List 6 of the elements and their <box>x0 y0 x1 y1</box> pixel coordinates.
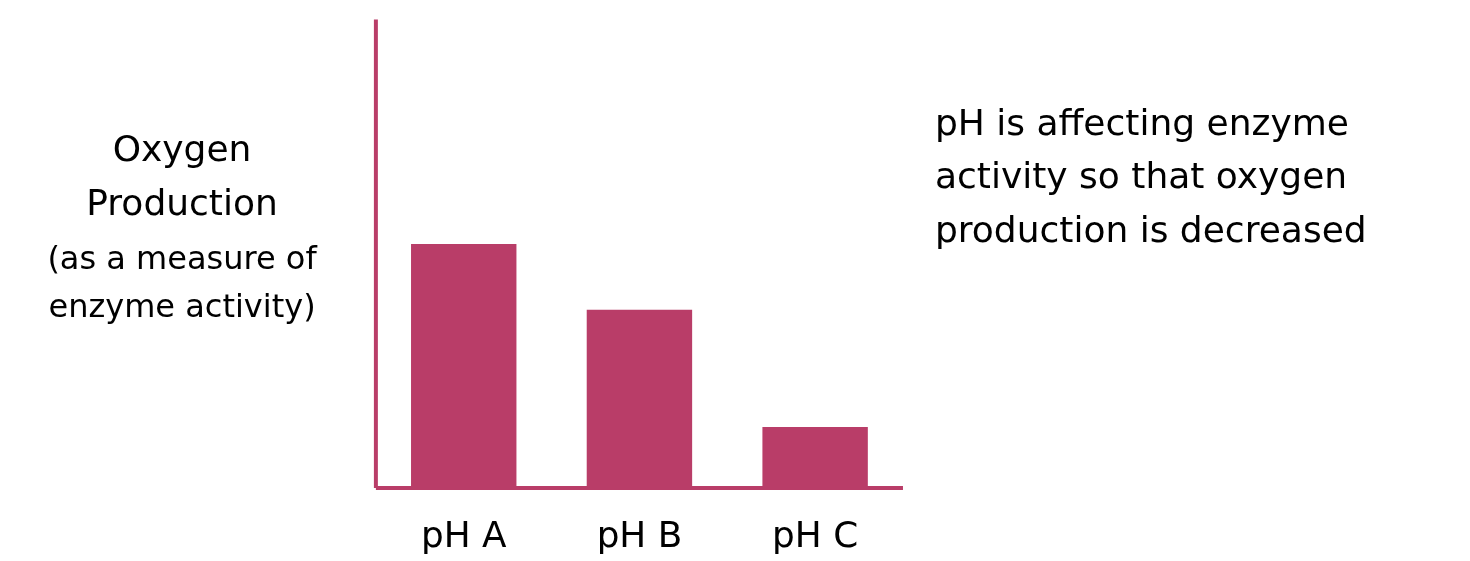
text: pH is affecting enzyme activity so that oxygen production is decreased <box>934 101 1368 252</box>
x-tick-label: pH B <box>596 514 683 556</box>
text: (as a measure of enzyme activity) <box>46 237 319 327</box>
y-axis-title: Oxygen Production <box>85 126 279 225</box>
x-tick-label: pH A <box>421 514 508 556</box>
x-tick-label: pH C <box>772 514 859 556</box>
